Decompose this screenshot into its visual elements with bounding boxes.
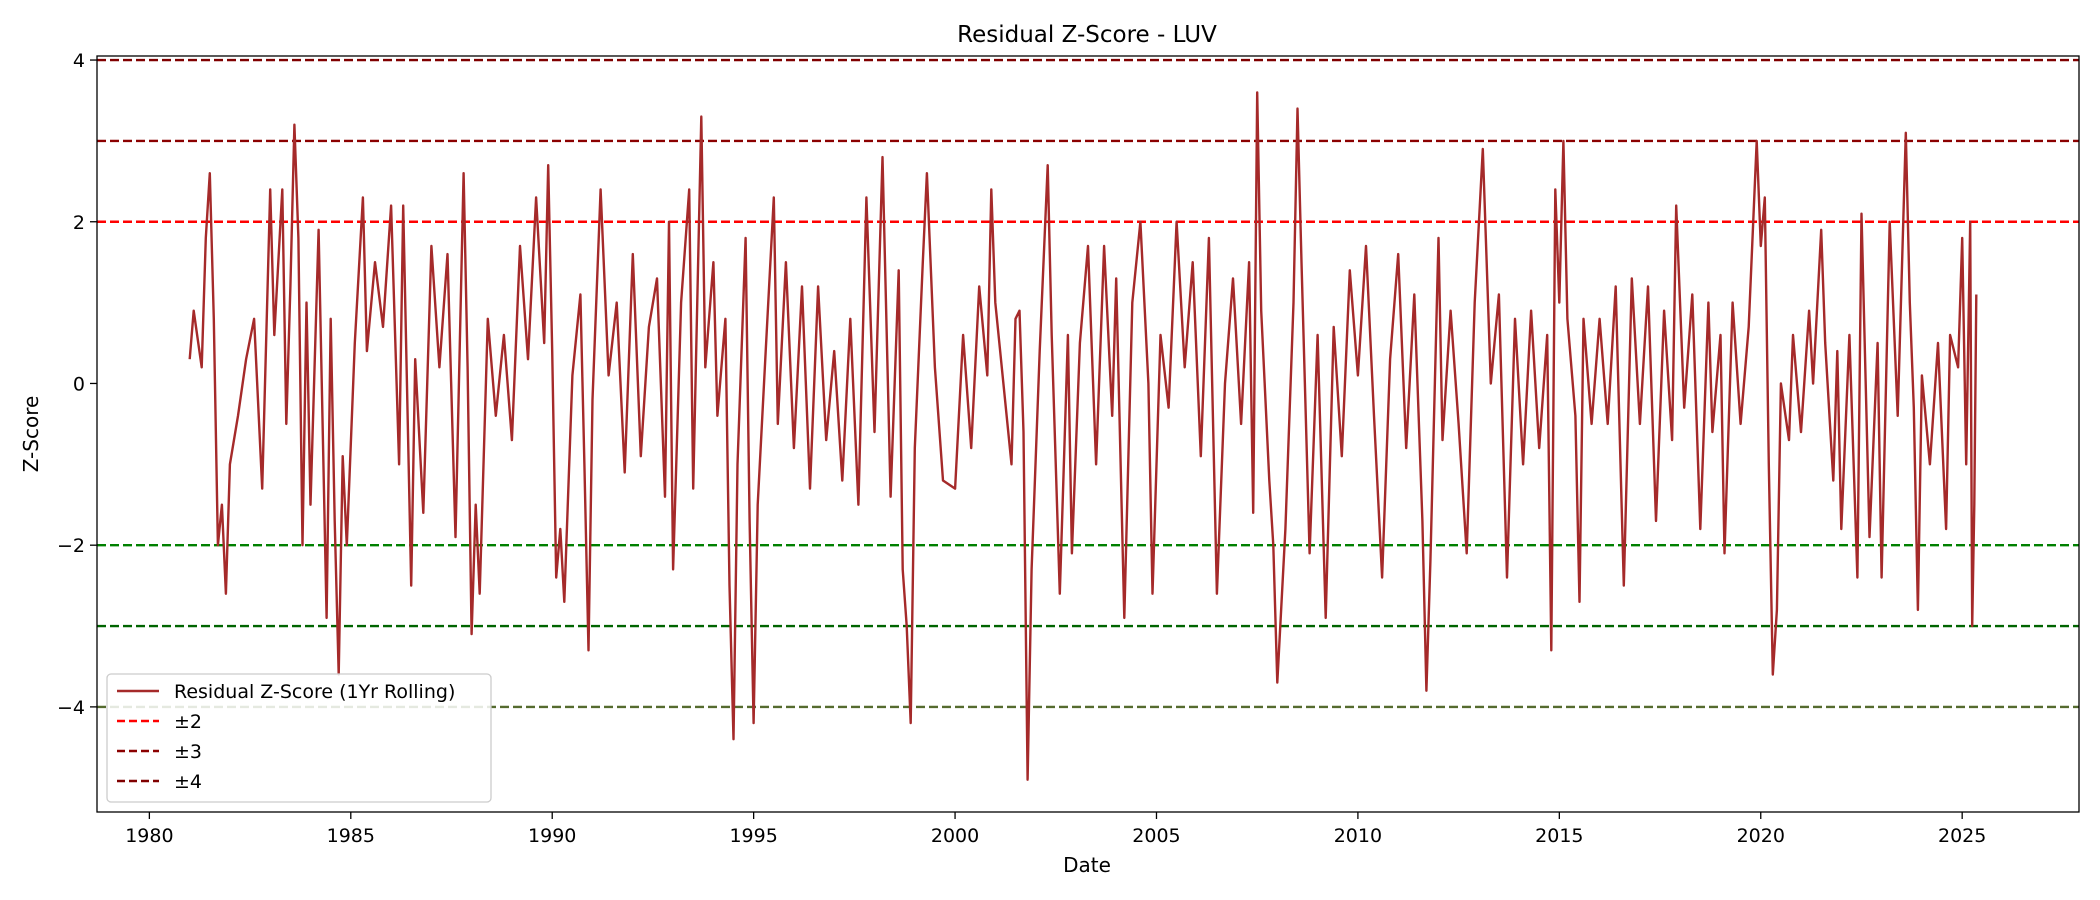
legend-label: ±4 bbox=[174, 771, 202, 793]
x-axis: 1980 1985 1990 1995 2000 2005 2010 2015 2020 2025 bbox=[125, 812, 1986, 847]
legend-label: ±3 bbox=[174, 741, 202, 763]
y-tick-label: 2 bbox=[73, 212, 85, 234]
x-tick-label: 2010 bbox=[1334, 825, 1382, 847]
y-tick-label: 4 bbox=[73, 50, 85, 72]
y-axis-label: Z-Score bbox=[19, 396, 43, 473]
x-tick-label: 1980 bbox=[125, 825, 173, 847]
chart-title: Residual Z-Score - LUV bbox=[957, 22, 1217, 48]
legend-box bbox=[106, 673, 492, 803]
y-tick-label: −2 bbox=[57, 535, 85, 557]
legend-label: Residual Z-Score (1Yr Rolling) bbox=[174, 681, 455, 703]
legend-label: ±2 bbox=[174, 711, 202, 733]
threshold-lines bbox=[97, 58, 2079, 709]
y-tick-label: 0 bbox=[73, 373, 85, 395]
x-tick-label: 2005 bbox=[1132, 825, 1180, 847]
x-tick-label: 1990 bbox=[528, 825, 576, 847]
x-tick-label: 2015 bbox=[1535, 825, 1583, 847]
x-tick-label: 2020 bbox=[1737, 825, 1785, 847]
y-axis: −4 −2 0 2 4 bbox=[57, 50, 97, 719]
legend: Residual Z-Score (1Yr Rolling) ±2 ±3 ±4 bbox=[106, 673, 492, 803]
x-tick-label: 2025 bbox=[1938, 825, 1986, 847]
series-lines bbox=[188, 91, 1978, 781]
x-tick-label: 2000 bbox=[931, 825, 979, 847]
y-tick-label: −4 bbox=[57, 697, 85, 719]
x-tick-label: 1985 bbox=[327, 825, 375, 847]
plot-area-frame bbox=[96, 55, 2080, 813]
x-tick-label: 1995 bbox=[729, 825, 777, 847]
x-axis-label: Date bbox=[1063, 853, 1111, 877]
series-line bbox=[188, 91, 1978, 781]
